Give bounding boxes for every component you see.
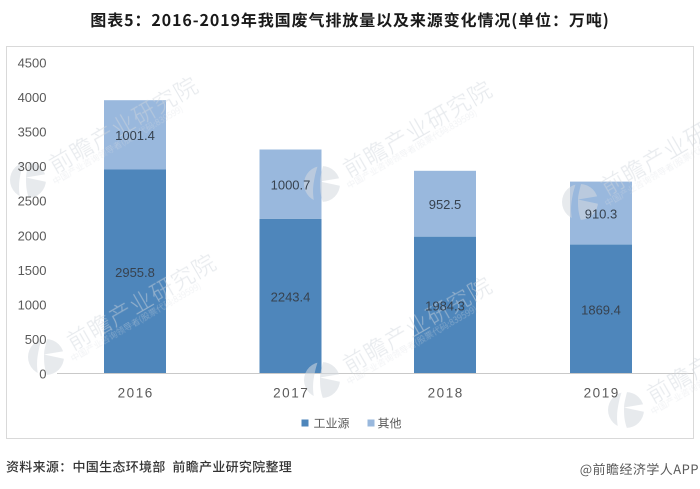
- svg-text:2017: 2017: [273, 386, 309, 401]
- svg-text:1984.3: 1984.3: [425, 299, 465, 314]
- svg-text:500: 500: [25, 332, 47, 347]
- svg-text:2016: 2016: [118, 386, 154, 401]
- svg-text:2000: 2000: [18, 228, 47, 243]
- svg-text:1869.4: 1869.4: [581, 303, 621, 318]
- svg-text:3500: 3500: [18, 125, 47, 140]
- svg-text:4500: 4500: [18, 55, 47, 70]
- svg-text:2243.4: 2243.4: [271, 290, 311, 305]
- svg-text:1001.4: 1001.4: [115, 128, 155, 143]
- svg-text:1000: 1000: [18, 298, 47, 313]
- svg-text:952.5: 952.5: [429, 197, 462, 212]
- svg-text:1500: 1500: [18, 263, 47, 278]
- svg-text:3000: 3000: [18, 159, 47, 174]
- svg-text:910.3: 910.3: [585, 206, 618, 221]
- svg-text:0: 0: [39, 367, 46, 382]
- svg-text:2500: 2500: [18, 194, 47, 209]
- svg-text:2018: 2018: [428, 386, 464, 401]
- svg-text:2019: 2019: [584, 386, 620, 401]
- svg-text:4000: 4000: [18, 90, 47, 105]
- svg-text:1000.7: 1000.7: [271, 177, 311, 192]
- svg-text:2955.8: 2955.8: [115, 265, 155, 280]
